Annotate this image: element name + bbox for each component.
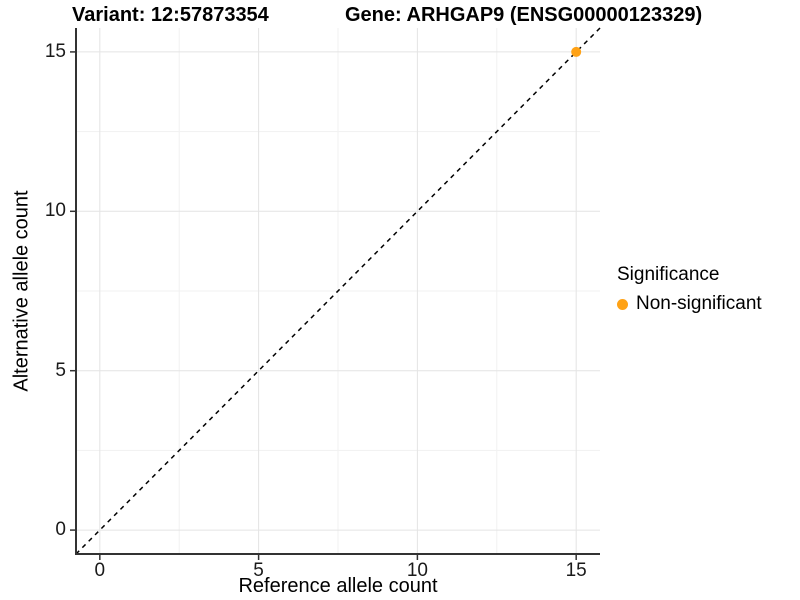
legend-item-label: Non-significant	[636, 293, 762, 314]
data-point	[571, 46, 582, 57]
plot-title-variant: Variant: 12:57873354	[72, 4, 269, 26]
plot-title-gene: Gene: ARHGAP9 (ENSG00000123329)	[345, 4, 703, 26]
x-tick-label: 0	[94, 560, 106, 581]
y-tick-label: 0	[55, 519, 66, 541]
y-tick-label: 5	[55, 359, 66, 381]
x-tick-label: 10	[406, 560, 428, 581]
y-tick-label: 15	[44, 40, 66, 62]
legend-item: Non-significant	[617, 293, 762, 315]
x-tick-label: 15	[565, 560, 587, 581]
y-tick-label: 10	[44, 200, 66, 222]
legend-title: Significance	[617, 264, 720, 285]
legend-point-icon	[617, 298, 628, 310]
x-tick-label: 5	[253, 560, 264, 581]
x-axis-label: Reference allele count	[238, 575, 438, 597]
identity-dashed-line	[75, 27, 601, 555]
legend: Significance Non-significant	[617, 264, 762, 315]
